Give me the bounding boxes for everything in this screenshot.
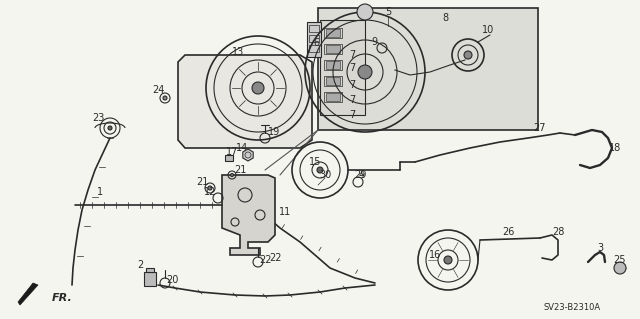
Bar — [326, 61, 340, 69]
Text: 10: 10 — [482, 25, 494, 35]
Polygon shape — [178, 55, 312, 148]
Bar — [320, 20, 365, 115]
Text: 21: 21 — [196, 177, 208, 187]
Bar — [326, 29, 340, 37]
Text: 7: 7 — [349, 80, 355, 90]
Circle shape — [317, 167, 323, 173]
Text: 7: 7 — [349, 95, 355, 105]
Bar — [144, 272, 156, 286]
Bar — [326, 93, 340, 101]
Text: 2: 2 — [137, 260, 143, 270]
Text: 15: 15 — [309, 157, 321, 167]
Bar — [324, 60, 342, 70]
Polygon shape — [318, 8, 538, 130]
Circle shape — [358, 65, 372, 79]
Text: 3: 3 — [597, 243, 603, 253]
Circle shape — [464, 51, 472, 59]
Text: 14: 14 — [236, 143, 248, 153]
Bar — [324, 44, 342, 54]
Text: 4: 4 — [359, 170, 365, 180]
Text: 19: 19 — [268, 127, 280, 137]
Text: 30: 30 — [319, 170, 331, 180]
Circle shape — [208, 186, 212, 190]
Text: SV23-B2310A: SV23-B2310A — [543, 303, 600, 313]
Bar — [309, 25, 319, 32]
Text: 29: 29 — [354, 170, 366, 180]
Bar — [324, 92, 342, 102]
Text: 5: 5 — [385, 7, 391, 17]
Bar — [324, 28, 342, 38]
Bar — [326, 77, 340, 85]
Text: 12: 12 — [204, 187, 216, 197]
Bar — [324, 76, 342, 86]
Text: 25: 25 — [614, 255, 627, 265]
Circle shape — [614, 262, 626, 274]
Text: 22: 22 — [259, 255, 271, 265]
Bar — [307, 22, 321, 57]
Text: 27: 27 — [534, 123, 547, 133]
Circle shape — [252, 82, 264, 94]
Bar — [309, 45, 319, 52]
Text: 7: 7 — [349, 110, 355, 120]
Circle shape — [444, 256, 452, 264]
Text: 18: 18 — [609, 143, 621, 153]
Text: 20: 20 — [166, 275, 178, 285]
Text: 13: 13 — [232, 47, 244, 57]
Text: 7: 7 — [349, 63, 355, 73]
Text: 7: 7 — [349, 50, 355, 60]
Text: 28: 28 — [552, 227, 564, 237]
Text: 6: 6 — [313, 38, 319, 48]
Bar — [326, 45, 340, 53]
Text: 22: 22 — [269, 253, 281, 263]
Text: 16: 16 — [429, 250, 441, 260]
Text: 9: 9 — [371, 37, 377, 47]
Text: 8: 8 — [442, 13, 448, 23]
Bar — [225, 155, 233, 161]
Text: 23: 23 — [92, 113, 104, 123]
Circle shape — [357, 4, 373, 20]
Bar — [146, 268, 154, 272]
Polygon shape — [18, 283, 38, 305]
Polygon shape — [243, 149, 253, 161]
Text: 1: 1 — [97, 187, 103, 197]
Text: 11: 11 — [279, 207, 291, 217]
Text: 26: 26 — [502, 227, 514, 237]
Text: FR.: FR. — [52, 293, 73, 303]
Text: 17: 17 — [226, 147, 238, 157]
Text: 21: 21 — [234, 165, 246, 175]
Text: 24: 24 — [152, 85, 164, 95]
Bar — [309, 35, 319, 42]
Circle shape — [108, 126, 112, 130]
Polygon shape — [222, 175, 275, 255]
Circle shape — [163, 96, 167, 100]
Circle shape — [230, 174, 234, 176]
